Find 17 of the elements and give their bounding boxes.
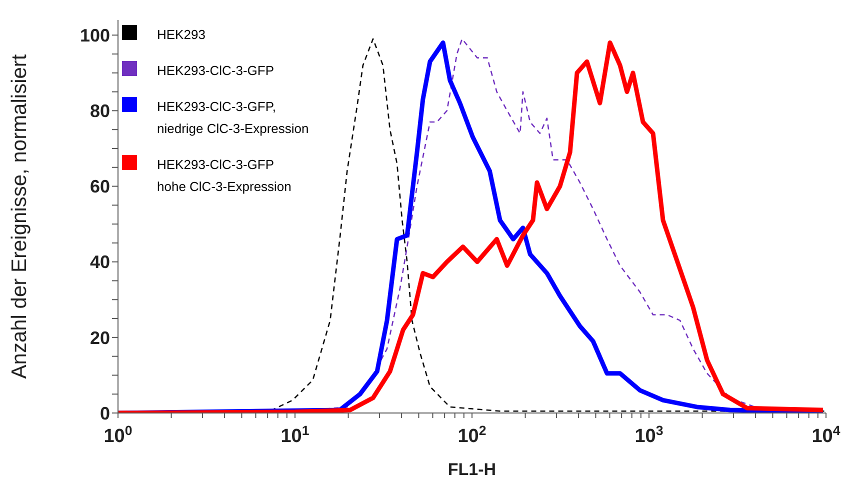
legend-label: HEK293-ClC-3-GFP hohe ClC-3-Expression [157, 156, 292, 196]
x-tick-label: 10$^{4}$ [812, 422, 841, 447]
y-tick-label: 80 [90, 101, 110, 122]
x-tick-label: 10$^{1}$ [280, 422, 310, 447]
x-tick-label: 10$^{0}$ [104, 422, 132, 447]
y-tick-label: 100 [80, 26, 110, 46]
y-axis-title: Anzahl der Ereignisse, normalisiert [8, 54, 31, 379]
y-tick-label: 60 [90, 176, 110, 197]
y-tick-label: 0 [100, 403, 110, 424]
y-tick-label: 20 [90, 328, 110, 348]
legend-label: HEK293 [157, 26, 206, 44]
y-tick-label: 40 [90, 252, 110, 272]
x-tick-label: 10$^{2}$ [458, 422, 486, 447]
legend-label: HEK293-ClC-3-GFP, niedrige ClC-3-Expression [157, 98, 309, 138]
x-tick-label: 10$^{3}$ [634, 422, 664, 447]
legend-label: HEK293-ClC-3-GFP [157, 62, 274, 80]
x-axis-title: FL1-H [448, 460, 496, 477]
